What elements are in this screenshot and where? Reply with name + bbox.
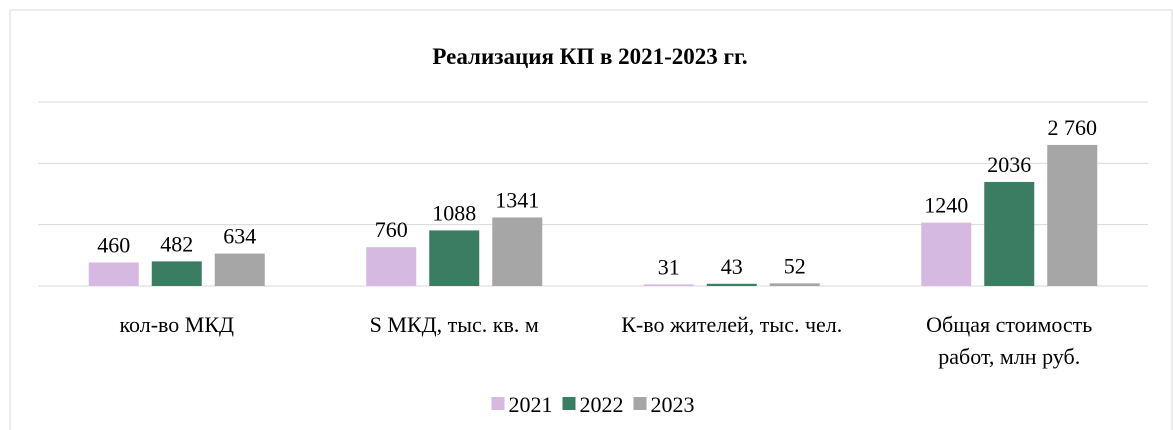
bar xyxy=(214,253,265,286)
legend-label: 2023 xyxy=(651,392,695,417)
bar xyxy=(151,261,202,286)
data-label: 482 xyxy=(160,231,193,256)
data-label: 43 xyxy=(721,254,743,279)
bar xyxy=(769,283,820,286)
bar xyxy=(492,217,543,286)
data-label: 1088 xyxy=(432,200,476,225)
data-label: 1341 xyxy=(495,187,539,212)
x-tick-label: S МКД, тыс. кв. м xyxy=(370,312,539,337)
data-label: 1240 xyxy=(924,193,968,218)
chart-frame xyxy=(9,9,1173,430)
legend-swatch xyxy=(562,397,576,410)
data-label: 31 xyxy=(658,254,680,279)
legend-swatch xyxy=(491,397,505,410)
data-label: 760 xyxy=(375,217,408,242)
data-label: 634 xyxy=(223,224,256,249)
data-label: 2036 xyxy=(987,152,1031,177)
x-tick-label: Общая стоимость работ, млн руб. xyxy=(926,312,1092,369)
legend-label: 2021 xyxy=(509,392,553,417)
chart-title: Реализация КП в 2021-2023 гг. xyxy=(432,44,747,69)
bar xyxy=(643,284,694,286)
x-tick-label: кол-во МКД xyxy=(119,312,234,337)
bar xyxy=(706,283,757,286)
bar xyxy=(88,262,139,286)
bar xyxy=(984,181,1035,286)
legend-swatch xyxy=(633,397,647,410)
data-label: 2 760 xyxy=(1048,115,1098,140)
data-label: 52 xyxy=(784,253,806,278)
bar xyxy=(429,230,480,286)
x-tick-label: К-во жителей, тыс. чел. xyxy=(621,312,842,337)
legend-label: 2022 xyxy=(580,392,624,417)
bar xyxy=(1047,144,1098,286)
data-label: 460 xyxy=(97,232,130,257)
bar xyxy=(921,222,972,286)
bar xyxy=(366,247,417,286)
